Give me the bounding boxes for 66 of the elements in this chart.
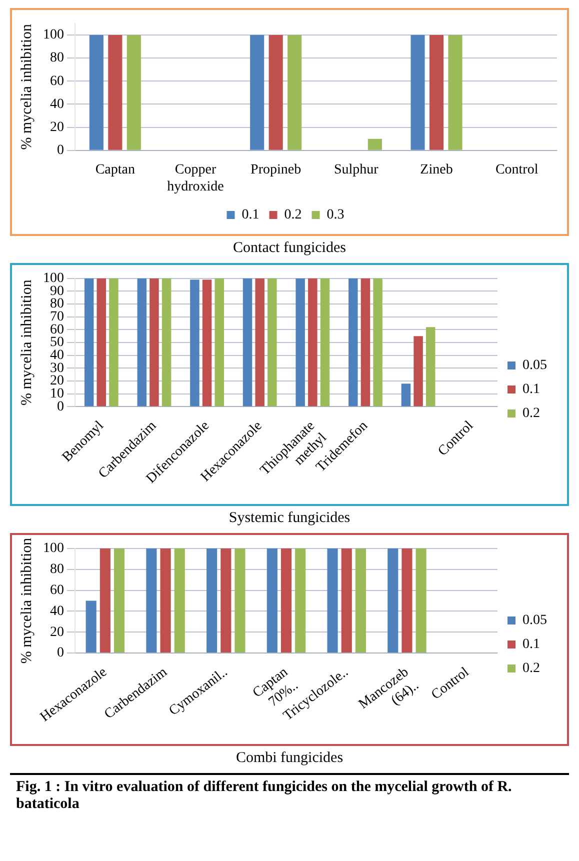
bar <box>242 278 252 406</box>
y-tick-label: 80 <box>50 50 64 66</box>
bar <box>137 278 147 406</box>
x-tick-label: Sulphur <box>334 162 379 178</box>
bar <box>268 278 277 406</box>
y-tick-label: 50 <box>50 335 64 350</box>
y-tick-label: 0 <box>57 399 64 414</box>
y-tick-label: 20 <box>50 374 64 389</box>
x-tick-label: Zineb <box>420 162 453 178</box>
x-tick-label: Propineb <box>250 162 302 178</box>
bar <box>373 278 382 406</box>
bar <box>348 278 358 406</box>
text: Combi fungicides <box>234 750 344 767</box>
x-tick-label: Captan <box>95 162 135 178</box>
y-tick-label: 100 <box>43 28 64 43</box>
bar <box>401 384 411 406</box>
bar <box>150 278 159 406</box>
bar <box>426 327 436 406</box>
y-axis-title: % mycelia inhibition <box>18 279 35 406</box>
legend-label: 0.05 <box>522 613 547 628</box>
y-tick-label: 10 <box>50 386 64 402</box>
y-tick-label: 100 <box>43 541 64 556</box>
y-tick-label: 40 <box>50 604 64 619</box>
bar <box>360 278 370 406</box>
y-axis-title: % mycelia inhibition <box>18 24 35 150</box>
y-tick-label: 0 <box>57 646 64 661</box>
legend-label: 0.1 <box>522 382 540 398</box>
legend-label: 0.05 <box>522 358 547 374</box>
bar <box>414 336 423 406</box>
text: Contact fungicides <box>232 240 347 257</box>
legend-label: 0.3 <box>326 208 344 223</box>
y-tick-label: 90 <box>50 284 64 299</box>
y-tick-label: 80 <box>50 562 64 578</box>
bar <box>255 278 264 406</box>
y-tick-label: 60 <box>50 74 64 89</box>
x-tick-label: Control <box>495 162 538 178</box>
bar <box>162 278 172 406</box>
text: Systemic fungicides <box>228 510 352 527</box>
bar <box>109 278 118 406</box>
y-tick-label: 40 <box>50 348 64 364</box>
y-tick-label: 30 <box>50 360 64 376</box>
y-tick-label: 100 <box>43 271 64 286</box>
y-axis-title: % mycelia inhibition <box>18 537 35 664</box>
y-tick-label: 80 <box>50 296 64 312</box>
bar <box>308 278 318 406</box>
bar <box>190 280 200 406</box>
y-tick-label: 0 <box>57 143 64 158</box>
y-tick-label: 70 <box>50 310 64 325</box>
legend-label: 0.1 <box>242 208 260 223</box>
y-tick-label: 20 <box>50 120 64 135</box>
bar <box>214 278 224 406</box>
y-tick-label: 60 <box>50 322 64 338</box>
y-tick-label: 60 <box>50 582 64 598</box>
caption: Fig. 1 : In vitro evaluation of different fungicides on the mycelial growth of R. bataticola <box>10 773 569 817</box>
bar <box>96 278 106 406</box>
legend-label: 0.2 <box>522 406 540 422</box>
legend-label: 0.1 <box>522 637 540 652</box>
bar <box>296 278 305 406</box>
bar <box>84 278 94 406</box>
legend-label: 0.2 <box>522 661 540 676</box>
bar <box>202 280 212 406</box>
x-tick-label: Copper hydroxide <box>167 162 224 194</box>
bar <box>320 278 330 406</box>
y-tick-label: 20 <box>50 624 64 640</box>
legend-label: 0.2 <box>284 208 302 223</box>
y-tick-label: 40 <box>50 96 64 112</box>
